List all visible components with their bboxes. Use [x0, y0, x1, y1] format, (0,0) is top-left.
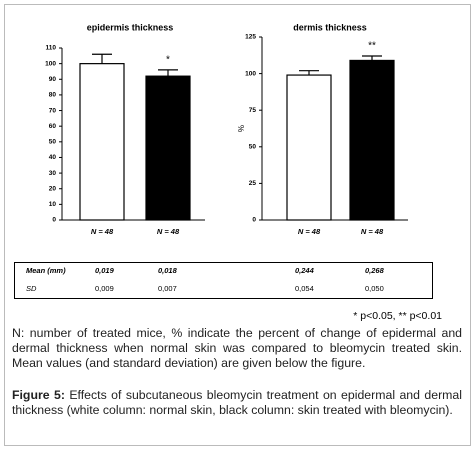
y-tick-label: 30	[49, 170, 57, 177]
table-cell: 0,019	[95, 266, 115, 275]
table-cell: 0,018	[158, 266, 178, 275]
y-tick-label: 125	[245, 34, 256, 41]
error-bar	[92, 53, 112, 64]
table-cell: 0,009	[95, 284, 114, 293]
table-cell: 0,244	[295, 266, 315, 275]
significance-label: **	[368, 41, 376, 52]
y-tick-label: 10	[49, 201, 57, 208]
caption: Figure 5: Effects of subcutaneous bleomy…	[12, 388, 462, 418]
y-tick-label: 40	[49, 154, 57, 161]
table-cell: Mean (mm)	[26, 266, 66, 275]
y-tick-label: 90	[49, 76, 57, 83]
table-cell: 0,050	[365, 284, 384, 293]
y-tick-label: 60	[49, 123, 57, 130]
y-tick-label: 0	[252, 217, 256, 224]
y-tick-label: 75	[249, 107, 257, 114]
table-cell: 0,268	[365, 266, 385, 275]
table-cell: 0,007	[158, 284, 177, 293]
chart-title: epidermis thickness	[87, 22, 174, 32]
y-tick-label: 25	[249, 180, 257, 187]
x-tick-label: N = 48	[157, 227, 180, 236]
chart-title: dermis thickness	[293, 22, 367, 32]
table-cell: SD	[26, 284, 37, 293]
y-tick-label: 70	[49, 107, 57, 114]
bar	[79, 63, 125, 221]
y-tick-label: 50	[249, 144, 257, 151]
y-tick-label: 80	[49, 92, 57, 99]
x-tick-label: N = 48	[91, 227, 114, 236]
x-tick-label: N = 48	[298, 227, 321, 236]
x-tick-label: N = 48	[361, 227, 384, 236]
table-cell: 0,054	[295, 284, 314, 293]
y-tick-label: 110	[46, 45, 57, 52]
bar	[349, 59, 395, 221]
y-axis-label: %	[237, 125, 246, 132]
y-tick-label: 100	[245, 70, 256, 77]
bar	[145, 75, 191, 221]
significance-label: *	[166, 55, 170, 66]
y-tick-label: 50	[49, 139, 57, 146]
error-bar	[362, 55, 382, 61]
y-tick-label: 100	[45, 60, 56, 67]
caption-label: Figure 5:	[12, 388, 65, 402]
footnote: * p<0.05, ** p<0.01	[353, 310, 442, 322]
caption-text: Effects of subcutaneous bleomycin treatm…	[12, 388, 462, 417]
y-tick-label: 20	[49, 185, 57, 192]
error-bar	[158, 69, 178, 77]
note: N: number of treated mice, % indicate th…	[12, 326, 462, 370]
table-box	[14, 262, 433, 299]
error-bar	[299, 70, 319, 76]
y-tick-label: 0	[52, 217, 56, 224]
frame	[4, 4, 471, 446]
bar	[286, 74, 332, 221]
